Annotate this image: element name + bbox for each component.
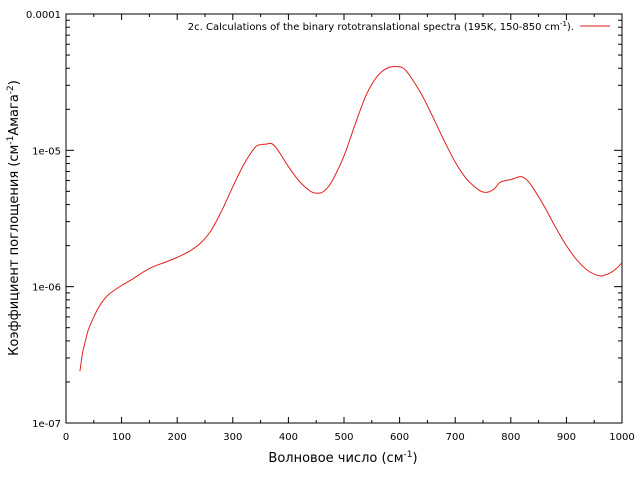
- x-tick-label: 700: [446, 432, 465, 443]
- x-tick-label: 400: [279, 432, 298, 443]
- x-tick-label: 300: [223, 432, 242, 443]
- y-tick-label: 1e-06: [32, 283, 61, 294]
- plot-frame: [65, 13, 623, 424]
- y-tick-label: 1e-07: [32, 419, 61, 430]
- legend-label: 2c. Calculations of the binary rototrans…: [188, 20, 574, 33]
- y-tick-label: 0.0001: [26, 10, 61, 21]
- x-tick-label: 0: [63, 432, 69, 443]
- y-axis-label: Коэффициент поглощения (см-1Амага-2): [6, 80, 22, 356]
- x-axis-label: Волновое число (см-1): [268, 450, 417, 466]
- x-tick-label: 600: [390, 432, 409, 443]
- x-tick-label: 900: [557, 432, 576, 443]
- series-line: [79, 65, 623, 372]
- y-axis-ticks: 1e-07 1e-06 1e-05 0.0001: [26, 10, 622, 430]
- x-tick-label: 100: [112, 432, 131, 443]
- y-tick-label: 1e-05: [32, 146, 61, 157]
- x-tick-label: 1000: [609, 432, 634, 443]
- x-tick-label: 200: [168, 432, 187, 443]
- x-tick-label: 800: [501, 432, 520, 443]
- x-tick-label: 500: [334, 432, 353, 443]
- x-axis-ticks: 0 100 200 300 400 500 600 700 800 900 1000: [63, 14, 635, 443]
